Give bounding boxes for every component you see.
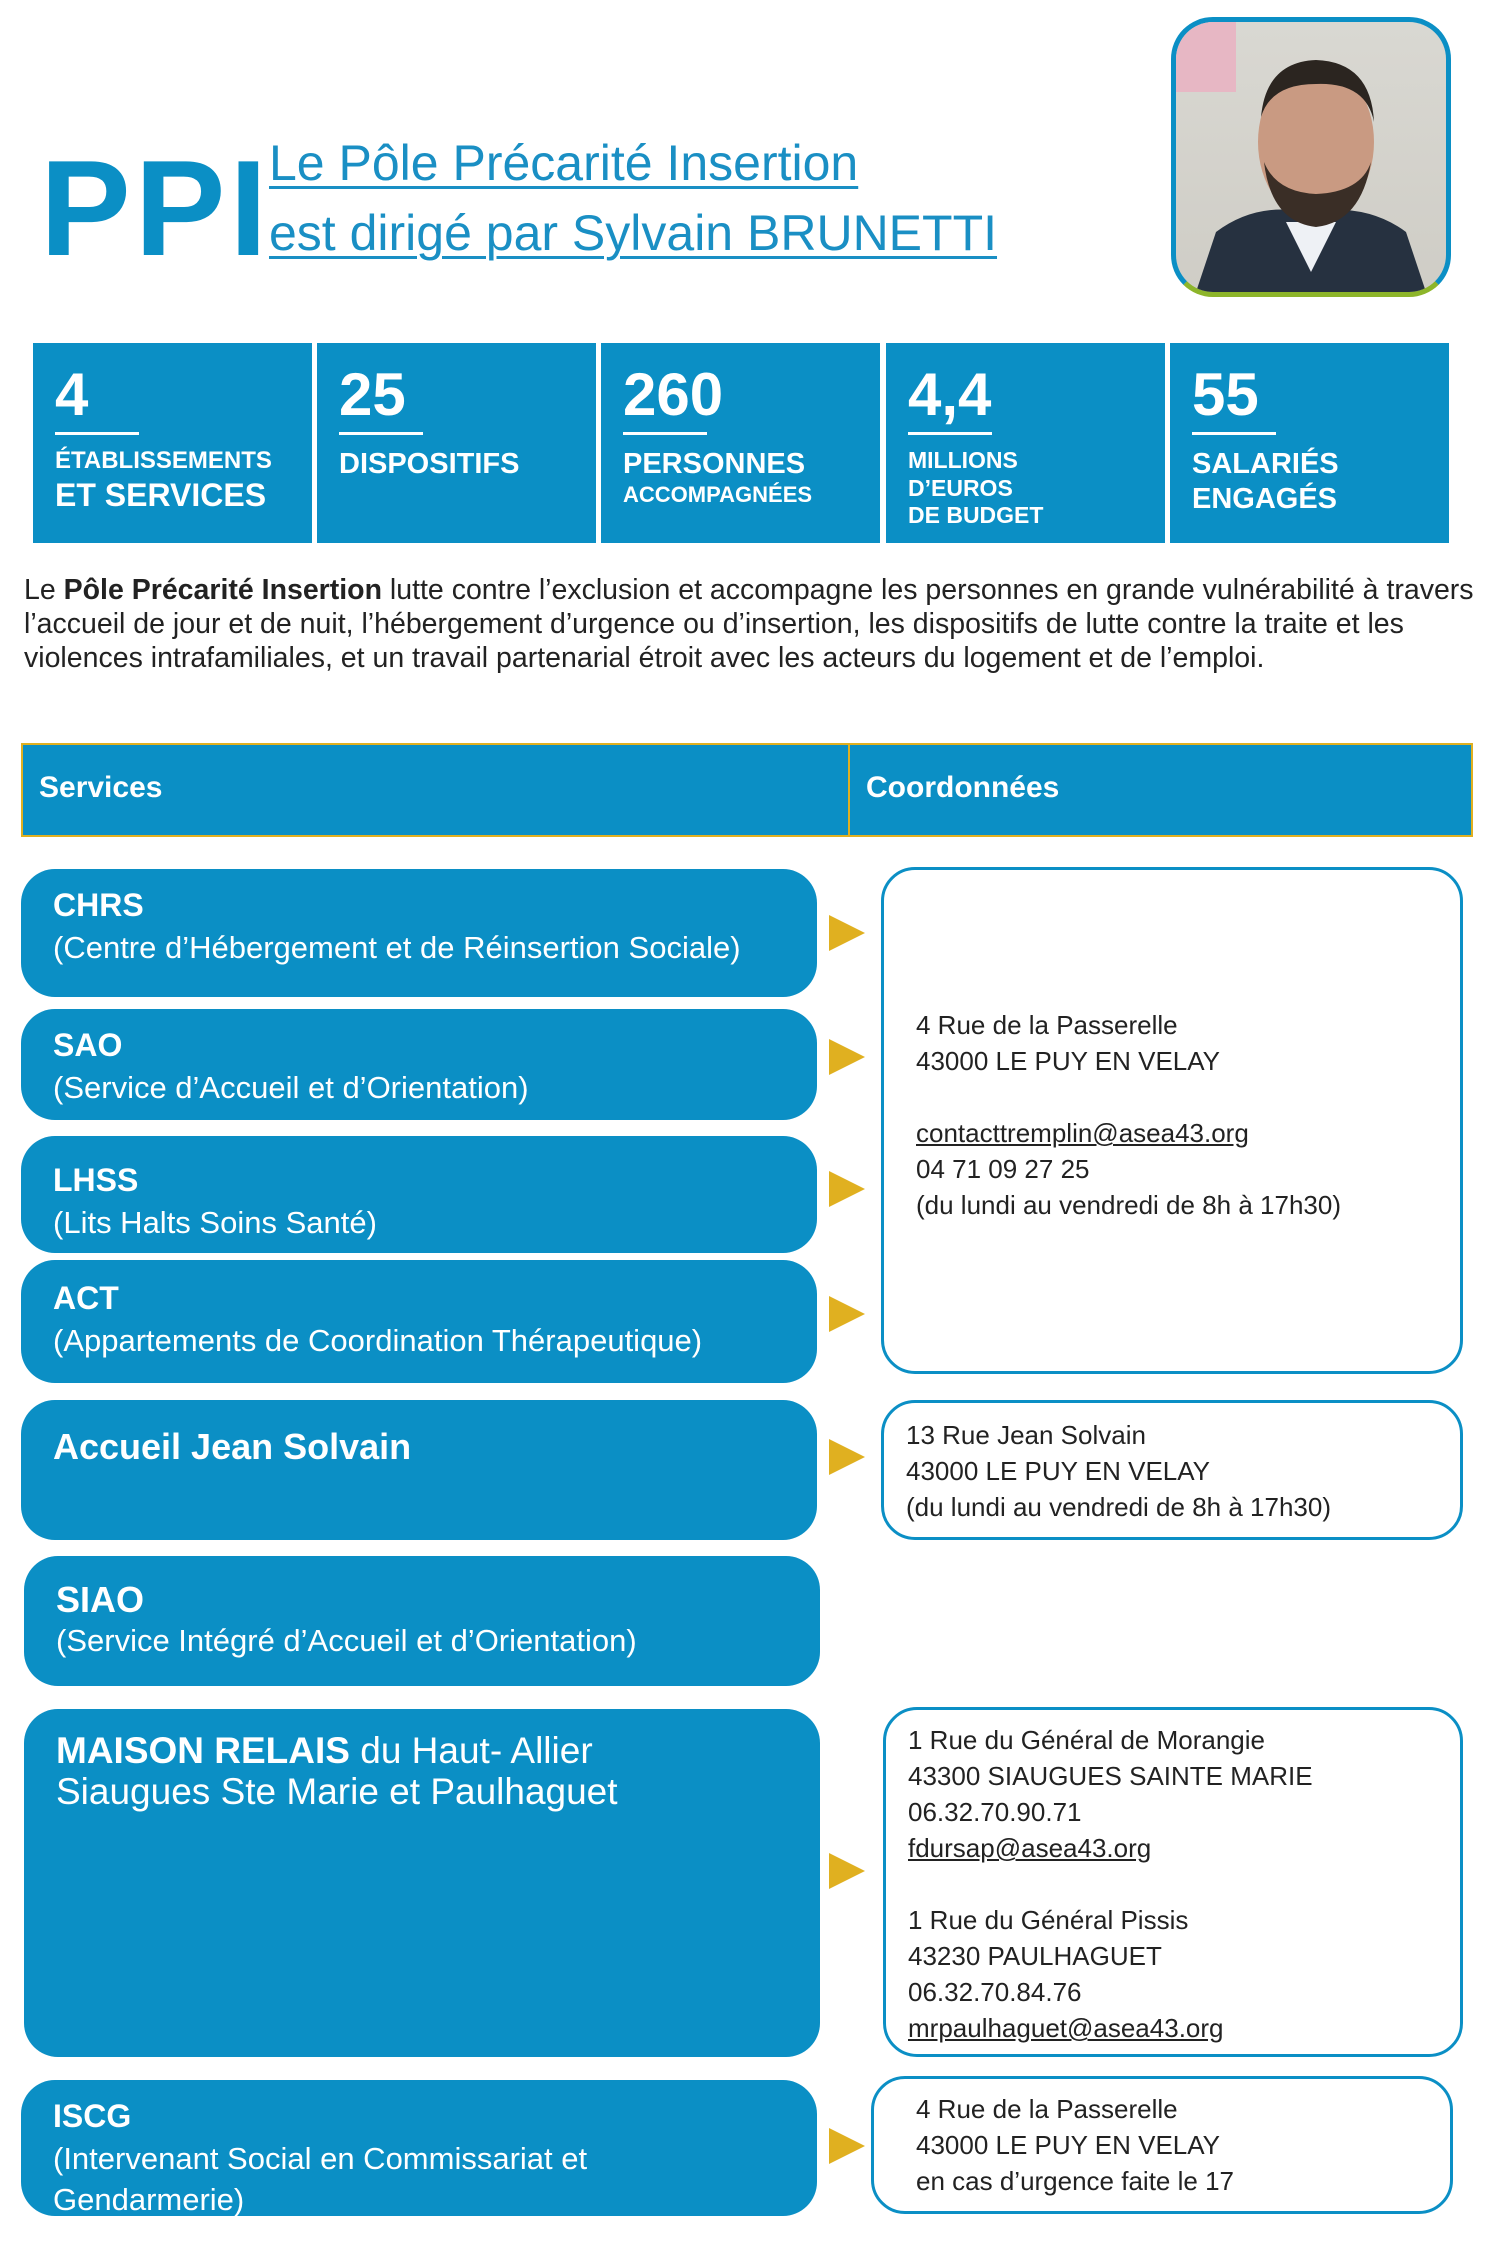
contact-box-iscg: 4 Rue de la Passerelle 43000 LE PUY EN V… [871, 2076, 1453, 2214]
stat-budget: 4,4 MILLIONS D’EUROS DE BUDGET [886, 343, 1165, 543]
contact-box-maison-relais: 1 Rue du Général de Morangie 43300 SIAUG… [883, 1707, 1463, 2057]
contact-email-link[interactable]: mrpaulhaguet@asea43.org [908, 2013, 1224, 2043]
arrow-icon [829, 1039, 865, 1075]
arrow-icon [829, 2128, 865, 2164]
arrow-icon [829, 1171, 865, 1207]
service-title: ACT [53, 1280, 119, 1316]
stat-label: ET SERVICES [55, 476, 267, 513]
contact-city: 43230 PAULHAGUET [908, 1941, 1162, 1971]
arrow-icon [829, 1853, 865, 1889]
stat-dispositifs: 25 DISPOSITIFS [317, 343, 596, 543]
stat-salaries: 55 SALARIÉS ENGAGÉS [1170, 343, 1449, 543]
service-title: SAO [53, 1027, 123, 1063]
arrow-icon [829, 1439, 865, 1475]
stat-number: 25 [339, 361, 406, 428]
service-iscg[interactable]: ISCG (Intervenant Social en Commissariat… [21, 2080, 817, 2217]
contact-note: en cas d’urgence faite le 17 [916, 2166, 1234, 2196]
header-services: Services [23, 745, 850, 835]
contact-city: 43000 LE PUY EN VELAY [906, 1456, 1211, 1486]
stat-divider [339, 432, 423, 435]
contact-hours: (du lundi au vendredi de 8h à 17h30) [916, 1190, 1341, 1220]
arrow-icon [829, 1296, 865, 1332]
service-title: LHSS [53, 1162, 139, 1198]
intro-bold: Pôle Précarité Insertion [63, 574, 382, 606]
ppi-acronym: PPI [40, 132, 272, 284]
title-line-1[interactable]: Le Pôle Précarité Insertion [269, 135, 859, 191]
stat-label: DE BUDGET [908, 502, 1044, 529]
contact-street: 1 Rue du Général de Morangie [908, 1725, 1266, 1755]
stat-etablissements: 4 ÉTABLISSEMENTS ET SERVICES [33, 343, 312, 543]
stat-number: 55 [1192, 361, 1259, 428]
service-act[interactable]: ACT (Appartements de Coordination Thérap… [21, 1260, 817, 1383]
title-line-2[interactable]: est dirigé par Sylvain BRUNETTI [269, 205, 998, 261]
arrow-icon [829, 915, 865, 951]
contact-street: 1 Rue du Général Pissis [908, 1905, 1189, 1935]
stat-label: D’EUROS [908, 474, 1013, 501]
stat-divider [908, 432, 992, 435]
contact-city: 43000 LE PUY EN VELAY [916, 2130, 1221, 2160]
stat-label: ENGAGÉS [1192, 482, 1338, 515]
stat-divider [55, 432, 139, 435]
service-title-rest: du Haut- Allier [349, 1730, 593, 1771]
stat-label: SALARIÉS [1192, 448, 1339, 480]
contact-phone: 06.32.70.84.76 [908, 1977, 1082, 2007]
table-header: Services Coordonnées [21, 743, 1473, 837]
service-title: ISCG [53, 2098, 132, 2134]
service-sao[interactable]: SAO (Service d’Accueil et d’Orientation) [21, 1009, 817, 1120]
service-subtitle: (Appartements de Coordination Thérapeuti… [53, 1322, 703, 1358]
contact-phone: 04 71 09 27 25 [916, 1154, 1090, 1184]
service-title: SIAO [56, 1579, 145, 1620]
service-lhss[interactable]: LHSS (Lits Halts Soins Santé) [21, 1136, 817, 1253]
stat-personnes: 260 PERSONNES ACCOMPAGNÉES [601, 343, 880, 543]
service-subtitle: (Lits Halts Soins Santé) [53, 1204, 377, 1240]
stat-label: ÉTABLISSEMENTS [55, 447, 272, 474]
stat-divider [1192, 432, 1276, 435]
service-title: MAISON RELAIS [56, 1730, 350, 1771]
service-title: Accueil Jean Solvain [53, 1426, 412, 1467]
stat-label: MILLIONS [908, 447, 1018, 473]
stat-label: DISPOSITIFS [339, 448, 520, 480]
contact-box-solvain: 13 Rue Jean Solvain 43000 LE PUY EN VELA… [881, 1400, 1463, 1540]
header-coordonnees: Coordonnées [866, 771, 1060, 804]
contact-city: 43000 LE PUY EN VELAY [916, 1046, 1221, 1076]
contact-city: 43300 SIAUGUES SAINTE MARIE [908, 1761, 1313, 1791]
contact-street: 13 Rue Jean Solvain [906, 1420, 1146, 1450]
intro-prefix: Le [24, 574, 64, 606]
contact-phone: 06.32.70.90.71 [908, 1797, 1082, 1827]
service-title: CHRS [53, 887, 144, 923]
contact-street: 4 Rue de la Passerelle [916, 2094, 1178, 2124]
contact-hours: (du lundi au vendredi de 8h à 17h30) [906, 1492, 1331, 1522]
stat-number: 4,4 [908, 361, 992, 428]
contact-street: 4 Rue de la Passerelle [916, 1010, 1178, 1040]
service-subtitle: (Service Intégré d’Accueil et d’Orientat… [56, 1622, 637, 1658]
stat-number: 4 [55, 361, 89, 428]
service-subtitle: (Centre d’Hébergement et de Réinsertion … [53, 929, 741, 965]
service-siao[interactable]: SIAO (Service Intégré d’Accueil et d’Ori… [24, 1556, 820, 1686]
service-subtitle: (Service d’Accueil et d’Orientation) [53, 1069, 529, 1105]
contact-email-link[interactable]: fdursap@asea43.org [908, 1833, 1152, 1863]
service-maison-relais[interactable]: MAISON RELAIS du Haut- Allier Siaugues S… [24, 1709, 820, 2057]
intro-text: lutte contre l’exclusion et accompagne l… [24, 574, 1474, 674]
service-chrs[interactable]: CHRS (Centre d’Hébergement et de Réinser… [21, 869, 817, 997]
service-subtitle: (Intervenant Social en Commissariat et G… [53, 2140, 588, 2218]
stat-number: 260 [623, 361, 724, 428]
stat-divider [623, 432, 707, 435]
stat-label: PERSONNES [623, 448, 806, 480]
service-subtitle: Siaugues Ste Marie et Paulhaguet [56, 1770, 618, 1812]
stat-label: ACCOMPAGNÉES [623, 481, 813, 507]
contact-email-link[interactable]: contacttremplin@asea43.org [916, 1118, 1249, 1148]
contact-box-main: 4 Rue de la Passerelle 43000 LE PUY EN V… [881, 867, 1463, 1374]
director-photo [1171, 17, 1451, 297]
intro-paragraph: Le Pôle Précarité Insertion lutte contre… [24, 573, 1474, 675]
service-accueil-jean-solvain[interactable]: Accueil Jean Solvain [21, 1400, 817, 1540]
